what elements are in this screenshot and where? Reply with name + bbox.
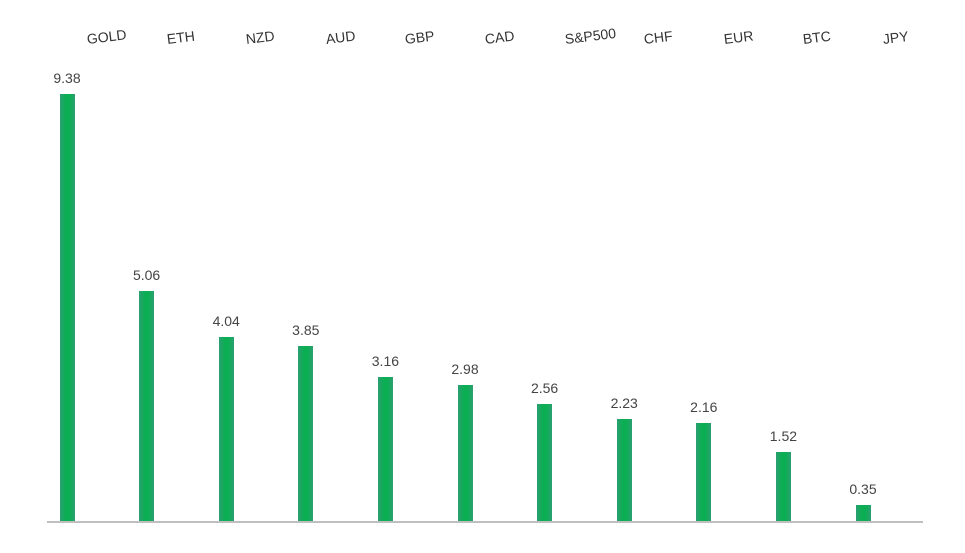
value-label-eth: 5.06 [132, 267, 161, 283]
category-label-cad: CAD [483, 27, 516, 48]
bar-jpy [855, 505, 871, 521]
value-label-chf: 2.23 [610, 395, 638, 411]
value-label-gbp: 3.16 [371, 353, 400, 369]
category-label-s-p500: S&P500 [563, 24, 617, 48]
bar-aud [298, 346, 314, 521]
value-label-s-p500: 2.56 [530, 380, 559, 396]
bar-gbp [377, 377, 393, 521]
value-label-gold: 9.38 [53, 70, 81, 86]
value-label-aud: 3.85 [292, 322, 320, 338]
bar-gold [59, 94, 75, 521]
bar-nzd [218, 337, 234, 521]
bar-cad [457, 385, 473, 521]
bar-eur [696, 423, 712, 521]
category-label-gold: GOLD [85, 26, 128, 48]
value-label-eur: 2.16 [690, 399, 718, 415]
x-axis-line [47, 521, 923, 523]
category-label-aud: AUD [324, 27, 357, 48]
category-label-chf: CHF [643, 27, 674, 48]
bar-btc [775, 452, 791, 521]
category-label-btc: BTC [802, 27, 833, 48]
value-label-cad: 2.98 [451, 361, 479, 377]
category-label-eth: ETH [165, 27, 196, 48]
bar-chf [616, 419, 632, 521]
bar-eth [139, 291, 155, 521]
value-label-btc: 1.52 [769, 428, 798, 444]
category-label-nzd: NZD [245, 27, 276, 48]
bar-s-p500 [537, 404, 553, 521]
category-label-jpy: JPY [881, 27, 910, 48]
value-label-nzd: 4.04 [212, 313, 240, 329]
value-label-jpy: 0.35 [849, 481, 877, 497]
category-label-eur: EUR [722, 27, 755, 48]
category-label-gbp: GBP [404, 27, 436, 48]
